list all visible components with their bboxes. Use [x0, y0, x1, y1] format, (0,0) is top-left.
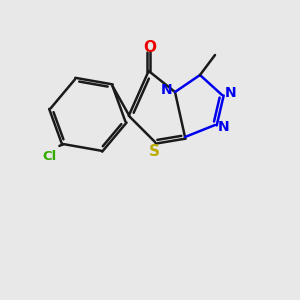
Text: N: N: [218, 120, 230, 134]
Text: N: N: [225, 86, 237, 100]
Text: Cl: Cl: [42, 150, 57, 163]
Text: N: N: [161, 83, 173, 97]
Text: S: S: [148, 145, 160, 160]
Text: O: O: [143, 40, 157, 55]
